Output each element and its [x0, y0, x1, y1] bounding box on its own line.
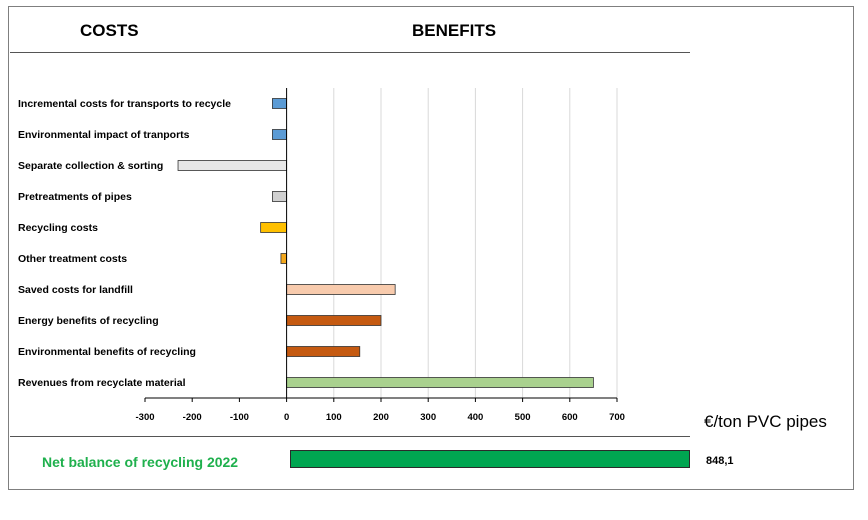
bar [272, 129, 288, 140]
bar [280, 253, 288, 264]
net-balance-value: 848,1 [706, 455, 734, 467]
x-tick-label: -300 [135, 412, 155, 423]
x-tick-label: -200 [182, 412, 202, 423]
category-label: Environmental impact of tranports [18, 128, 190, 141]
x-tick-label: 600 [561, 412, 578, 423]
category-label: Environmental benefits of recycling [18, 345, 196, 358]
bar [286, 377, 594, 388]
bar [177, 160, 287, 171]
x-tick-label: 200 [373, 412, 389, 423]
category-label: Saved costs for landfill [18, 283, 133, 296]
category-label: Pretreatments of pipes [18, 190, 132, 203]
x-tick-label: -100 [229, 412, 249, 423]
x-tick-label: 100 [325, 412, 342, 423]
x-tick-label: 400 [467, 412, 484, 423]
bar [260, 222, 288, 233]
net-rule [10, 436, 690, 437]
net-balance-label: Net balance of recycling 2022 [42, 454, 239, 470]
category-label: Separate collection & sorting [18, 159, 164, 172]
category-label: Energy benefits of recycling [18, 314, 159, 327]
x-tick-label: 0 [283, 412, 290, 423]
x-tick-label: 700 [609, 412, 625, 423]
bar [286, 284, 396, 295]
bar [272, 98, 288, 109]
costs-header: COSTS [80, 21, 139, 40]
x-tick-label: 300 [420, 412, 437, 423]
category-label: Other treatment costs [18, 252, 128, 265]
header-rule [10, 52, 690, 53]
bar [272, 191, 288, 202]
bar [286, 315, 382, 326]
category-label: Incremental costs for transports to recy… [18, 97, 231, 110]
bar [286, 346, 361, 357]
category-label: Recycling costs [18, 221, 98, 234]
benefits-header: BENEFITS [412, 21, 497, 40]
x-tick-label: 500 [514, 412, 531, 423]
chart-frame [8, 6, 854, 490]
category-label: Revenues from recyclate material [18, 376, 186, 389]
net-balance-bar [290, 450, 690, 468]
unit-label: €/ton PVC pipes [704, 412, 827, 431]
